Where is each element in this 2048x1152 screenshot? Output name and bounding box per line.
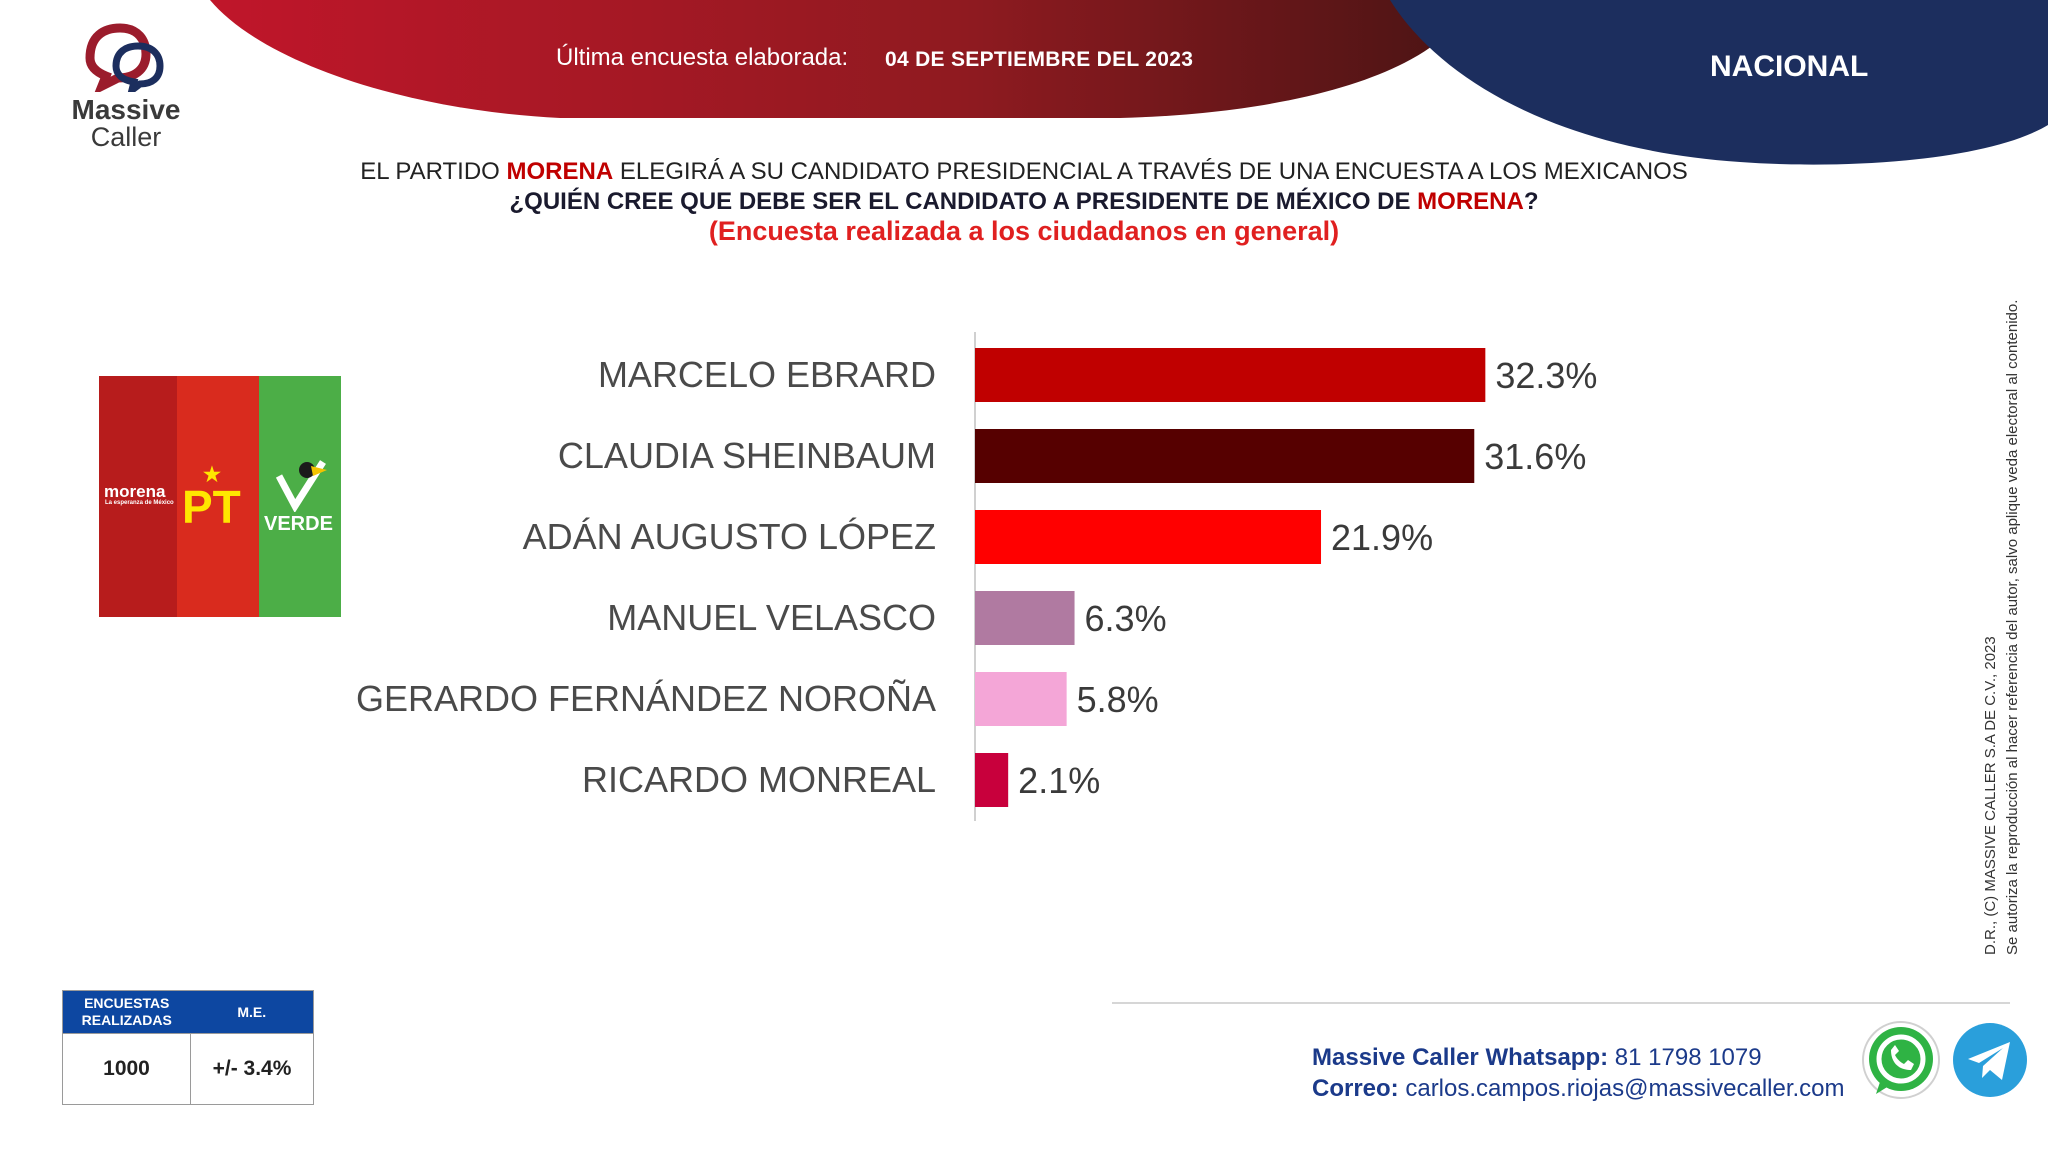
value-label: 32.3% <box>1495 355 1597 396</box>
whatsapp-number[interactable]: 81 1798 1079 <box>1614 1044 1762 1071</box>
email-line: Correo: carlos.campos.riojas@massivecall… <box>1312 1073 1845 1104</box>
scope-label: NACIONAL <box>1710 50 1869 83</box>
brand-name-line2: Caller <box>90 122 162 152</box>
value-label: 21.9% <box>1331 517 1433 558</box>
pt-logo: ★ PT <box>177 376 259 617</box>
copyright-line1: D.R., (C) MASSIVE CALLER S.A DE C.V., 20… <box>1982 636 1999 955</box>
category-label: MARCELO EBRARD <box>598 354 936 395</box>
whatsapp-label: Massive Caller Whatsapp: <box>1312 1044 1609 1071</box>
toucan-icon <box>275 460 327 512</box>
header-navy-shape <box>1390 0 2048 165</box>
email-address[interactable]: carlos.campos.riojas@massivecaller.com <box>1405 1075 1845 1102</box>
morena-logo-text: morena <box>104 482 166 501</box>
party-logos: morena La esperanza de México ★ PT VERDE <box>99 376 341 617</box>
category-label: CLAUDIA SHEINBAUM <box>558 435 936 476</box>
title-line2-post: ? <box>1523 188 1539 215</box>
survey-date: 04 DE SEPTIEMBRE DEL 2023 <box>885 48 1194 71</box>
bar <box>975 672 1067 726</box>
value-label: 5.8% <box>1077 679 1159 720</box>
copyright-notice: D.R., (C) MASSIVE CALLER S.A DE C.V., 20… <box>1980 300 2024 955</box>
star-icon: ★ <box>203 464 221 486</box>
chat-bubbles-icon <box>85 23 164 92</box>
copyright-line2: Se autoriza la reproducción al hacer ref… <box>2004 299 2021 955</box>
title-line1-pre: EL PARTIDO <box>360 158 507 185</box>
whatsapp-icon[interactable] <box>1858 1018 1944 1104</box>
whatsapp-line: Massive Caller Whatsapp: 81 1798 1079 <box>1312 1042 1845 1073</box>
title-question: ¿QUIÉN CREE QUE DEBE SER EL CANDIDATO A … <box>0 188 2048 216</box>
verde-logo: VERDE <box>259 376 341 617</box>
title-line1-party: MORENA <box>506 158 614 185</box>
footer-divider <box>1112 1002 2010 1004</box>
survey-stats-table: ENCUESTAS REALIZADAS M.E. 1000 +/- 3.4% <box>62 990 314 1105</box>
margin-error-value: +/- 3.4% <box>190 1033 314 1105</box>
morena-logo-subtext: La esperanza de México <box>105 500 174 506</box>
telegram-icon[interactable] <box>1952 1022 2028 1098</box>
bar <box>975 753 1009 807</box>
bar <box>975 510 1322 564</box>
header-red-shape <box>210 0 1470 118</box>
surveys-count: 1000 <box>62 1033 191 1105</box>
title-line1-post: ELEGIRÁ A SU CANDIDATO PRESIDENCIAL A TR… <box>613 158 1688 185</box>
verde-logo-text: VERDE <box>264 513 333 535</box>
bar <box>975 429 1475 483</box>
massive-caller-logo: Massive Caller <box>60 22 190 152</box>
header-background <box>210 0 2048 165</box>
category-label: RICARDO MONREAL <box>582 759 936 800</box>
title-line2-pre: ¿QUIÉN CREE QUE DEBE SER EL CANDIDATO A … <box>509 188 1418 215</box>
bar <box>975 591 1075 645</box>
survey-date-label: Última encuesta elaborada: <box>556 44 849 71</box>
value-label: 6.3% <box>1085 598 1167 639</box>
category-label: MANUEL VELASCO <box>607 597 936 638</box>
email-label: Correo: <box>1312 1075 1399 1102</box>
value-label: 2.1% <box>1018 760 1100 801</box>
category-label: ADÁN AUGUSTO LÓPEZ <box>523 516 936 557</box>
value-label: 31.6% <box>1484 436 1586 477</box>
morena-logo: morena La esperanza de México <box>99 376 177 617</box>
title-subtitle: (Encuesta realizada a los ciudadanos en … <box>708 216 1340 246</box>
brand-name-line1: Massive <box>71 94 181 125</box>
surveys-header: ENCUESTAS REALIZADAS <box>62 990 191 1034</box>
margin-error-header: M.E. <box>190 990 314 1034</box>
bar <box>975 348 1486 402</box>
title-line1: EL PARTIDO MORENA ELEGIRÁ A SU CANDIDATO… <box>0 158 2048 186</box>
pt-logo-text: PT <box>182 481 241 533</box>
contact-info: Massive Caller Whatsapp: 81 1798 1079 Co… <box>1312 1042 1845 1104</box>
category-label: GERARDO FERNÁNDEZ NOROÑA <box>356 678 936 719</box>
title-line2-party: MORENA <box>1417 188 1524 215</box>
